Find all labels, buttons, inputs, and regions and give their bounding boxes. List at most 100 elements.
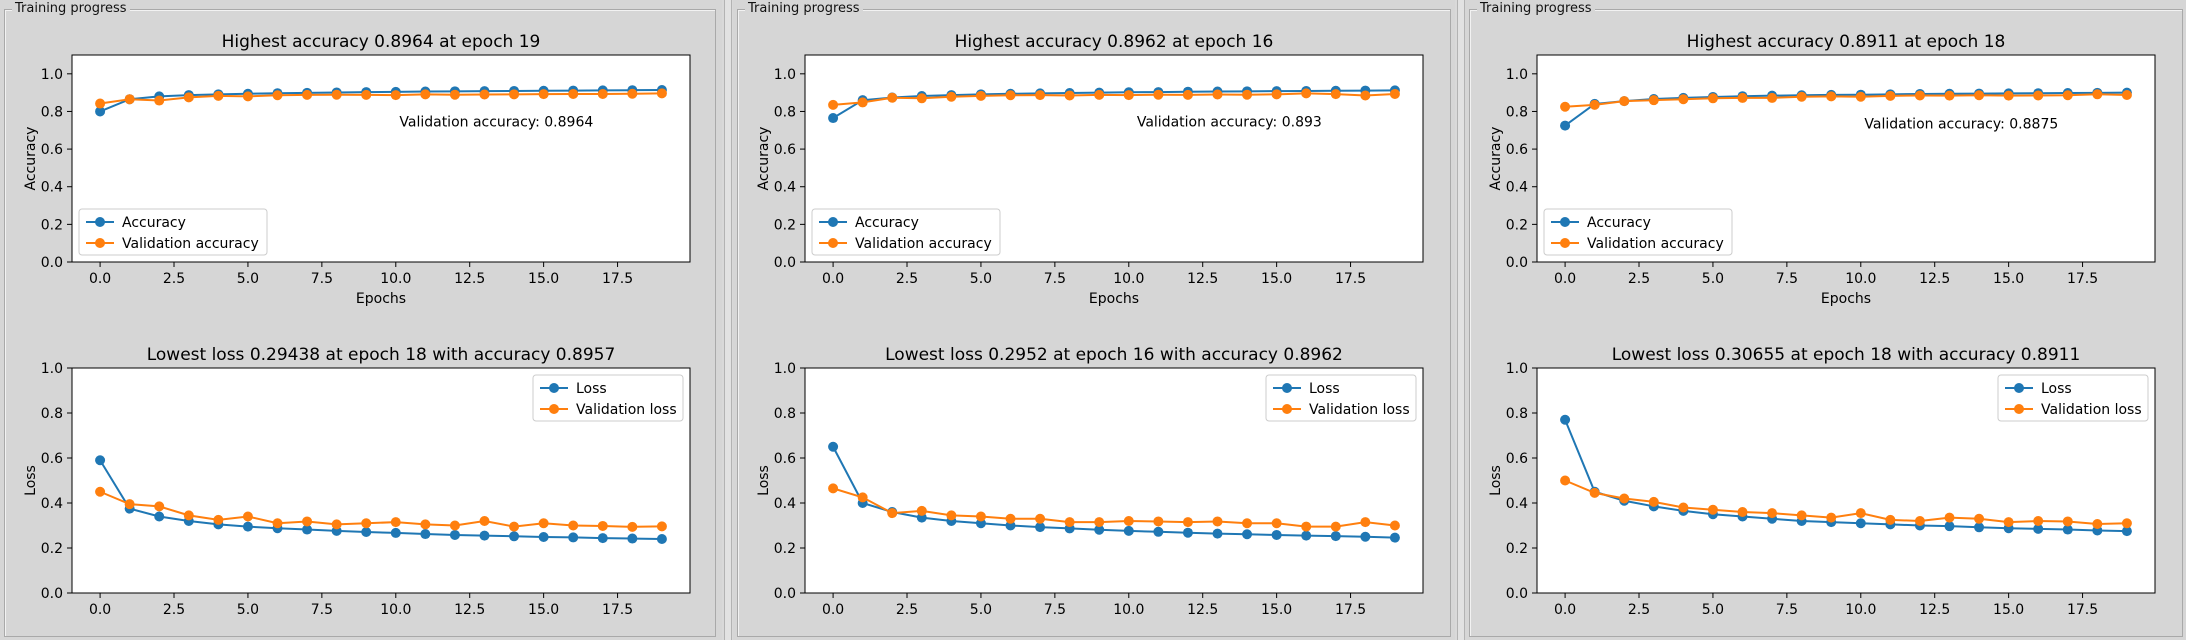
data-point bbox=[857, 97, 868, 108]
y-tick-label: 0.0 bbox=[41, 586, 63, 602]
x-tick-label: 0.0 bbox=[1554, 602, 1576, 618]
data-point bbox=[213, 90, 224, 101]
chart-6: Lowest loss 0.30655 at epoch 18 with acc… bbox=[1488, 345, 2156, 618]
y-tick-label: 0.6 bbox=[1506, 142, 1528, 158]
data-point bbox=[1360, 90, 1371, 101]
legend: Loss Validation loss bbox=[1265, 374, 1417, 422]
legend-box bbox=[1997, 374, 2149, 422]
data-point bbox=[95, 455, 106, 466]
data-point bbox=[2092, 89, 2103, 100]
data-point bbox=[1855, 508, 1866, 519]
legend-label: Loss bbox=[2041, 381, 2072, 397]
y-tick-label: 0.2 bbox=[1506, 541, 1528, 557]
legend-swatch-marker bbox=[2014, 383, 2024, 393]
data-point bbox=[2062, 90, 2073, 101]
data-point bbox=[1123, 90, 1134, 101]
x-tick-label: 0.0 bbox=[822, 271, 844, 287]
data-point bbox=[1737, 507, 1748, 517]
y-tick-label: 0.6 bbox=[41, 451, 63, 467]
y-tick-label: 1.0 bbox=[774, 67, 796, 83]
data-point bbox=[1330, 89, 1341, 100]
data-point bbox=[887, 92, 898, 103]
y-tick-label: 1.0 bbox=[774, 361, 796, 377]
y-tick-label: 0.0 bbox=[1506, 255, 1528, 271]
x-tick-label: 17.5 bbox=[1335, 602, 1366, 618]
data-point bbox=[183, 92, 194, 103]
data-point bbox=[1589, 99, 1600, 110]
data-point bbox=[1389, 520, 1400, 531]
y-tick-label: 0.8 bbox=[1506, 104, 1528, 120]
data-point bbox=[568, 532, 579, 543]
x-tick-label: 10.0 bbox=[380, 271, 411, 287]
legend-swatch-marker bbox=[1282, 404, 1292, 414]
data-point bbox=[449, 529, 460, 540]
data-point bbox=[1182, 527, 1193, 538]
legend-box bbox=[1543, 208, 1733, 256]
group-box-frame bbox=[4, 9, 716, 637]
legend-label: Accuracy bbox=[122, 215, 186, 231]
y-tick-label: 0.8 bbox=[41, 104, 63, 120]
data-point bbox=[1301, 521, 1312, 532]
data-point bbox=[538, 518, 549, 529]
data-point bbox=[449, 520, 460, 531]
legend-swatch-marker bbox=[549, 383, 559, 393]
legend-swatch-marker bbox=[95, 238, 105, 248]
legend-label: Loss bbox=[576, 381, 607, 397]
y-tick-label: 0.8 bbox=[774, 104, 796, 120]
splitter-2[interactable] bbox=[1457, 0, 1465, 640]
y-tick-label: 0.4 bbox=[774, 180, 796, 196]
training-panel-1: Training progress Highest accuracy 0.896… bbox=[0, 0, 722, 640]
data-point bbox=[1678, 502, 1689, 513]
data-point bbox=[1974, 90, 1985, 101]
data-point bbox=[1271, 529, 1282, 540]
data-point bbox=[1737, 92, 1748, 103]
legend: Loss Validation loss bbox=[1997, 374, 2149, 422]
data-point bbox=[1560, 414, 1571, 425]
data-point bbox=[213, 514, 224, 525]
data-point bbox=[2062, 524, 2073, 535]
x-tick-label: 0.0 bbox=[1554, 271, 1576, 287]
data-point bbox=[479, 530, 490, 541]
data-point bbox=[538, 89, 549, 100]
data-point bbox=[1389, 532, 1400, 543]
y-tick-label: 0.6 bbox=[774, 451, 796, 467]
x-tick-label: 7.5 bbox=[1044, 271, 1066, 287]
data-point bbox=[828, 113, 839, 124]
data-point bbox=[1035, 513, 1046, 524]
data-point bbox=[1855, 91, 1866, 102]
data-point bbox=[1301, 530, 1312, 541]
x-tick-label: 5.0 bbox=[970, 602, 992, 618]
data-point bbox=[1182, 89, 1193, 100]
chart-title: Lowest loss 0.29438 at epoch 18 with acc… bbox=[147, 345, 616, 365]
data-point bbox=[479, 516, 490, 526]
y-axis-label: Accuracy bbox=[23, 127, 39, 191]
splitter-1[interactable] bbox=[724, 0, 732, 640]
data-point bbox=[627, 521, 638, 532]
data-point bbox=[538, 531, 549, 542]
x-tick-label: 17.5 bbox=[602, 271, 633, 287]
legend-swatch-marker bbox=[828, 217, 838, 227]
data-point bbox=[1855, 518, 1866, 529]
x-tick-label: 2.5 bbox=[163, 602, 185, 618]
legend-swatch-marker bbox=[549, 404, 559, 414]
data-point bbox=[1767, 92, 1778, 103]
data-point bbox=[1212, 89, 1223, 100]
data-point bbox=[1094, 524, 1105, 535]
y-tick-label: 0.4 bbox=[41, 496, 63, 512]
data-point bbox=[1560, 475, 1571, 486]
legend-label: Accuracy bbox=[855, 215, 919, 231]
data-point bbox=[154, 511, 165, 522]
data-point bbox=[1123, 525, 1134, 536]
data-point bbox=[568, 520, 579, 531]
data-point bbox=[331, 89, 342, 100]
series-validation-loss bbox=[828, 483, 1400, 532]
data-point bbox=[1944, 521, 1955, 532]
y-axis-label: Loss bbox=[23, 465, 39, 496]
data-point bbox=[946, 91, 957, 102]
data-point bbox=[627, 88, 638, 99]
data-point bbox=[2062, 516, 2073, 527]
data-point bbox=[1826, 512, 1837, 523]
x-tick-label: 15.0 bbox=[1993, 602, 2024, 618]
data-point bbox=[420, 89, 431, 100]
y-tick-label: 0.8 bbox=[1506, 406, 1528, 422]
